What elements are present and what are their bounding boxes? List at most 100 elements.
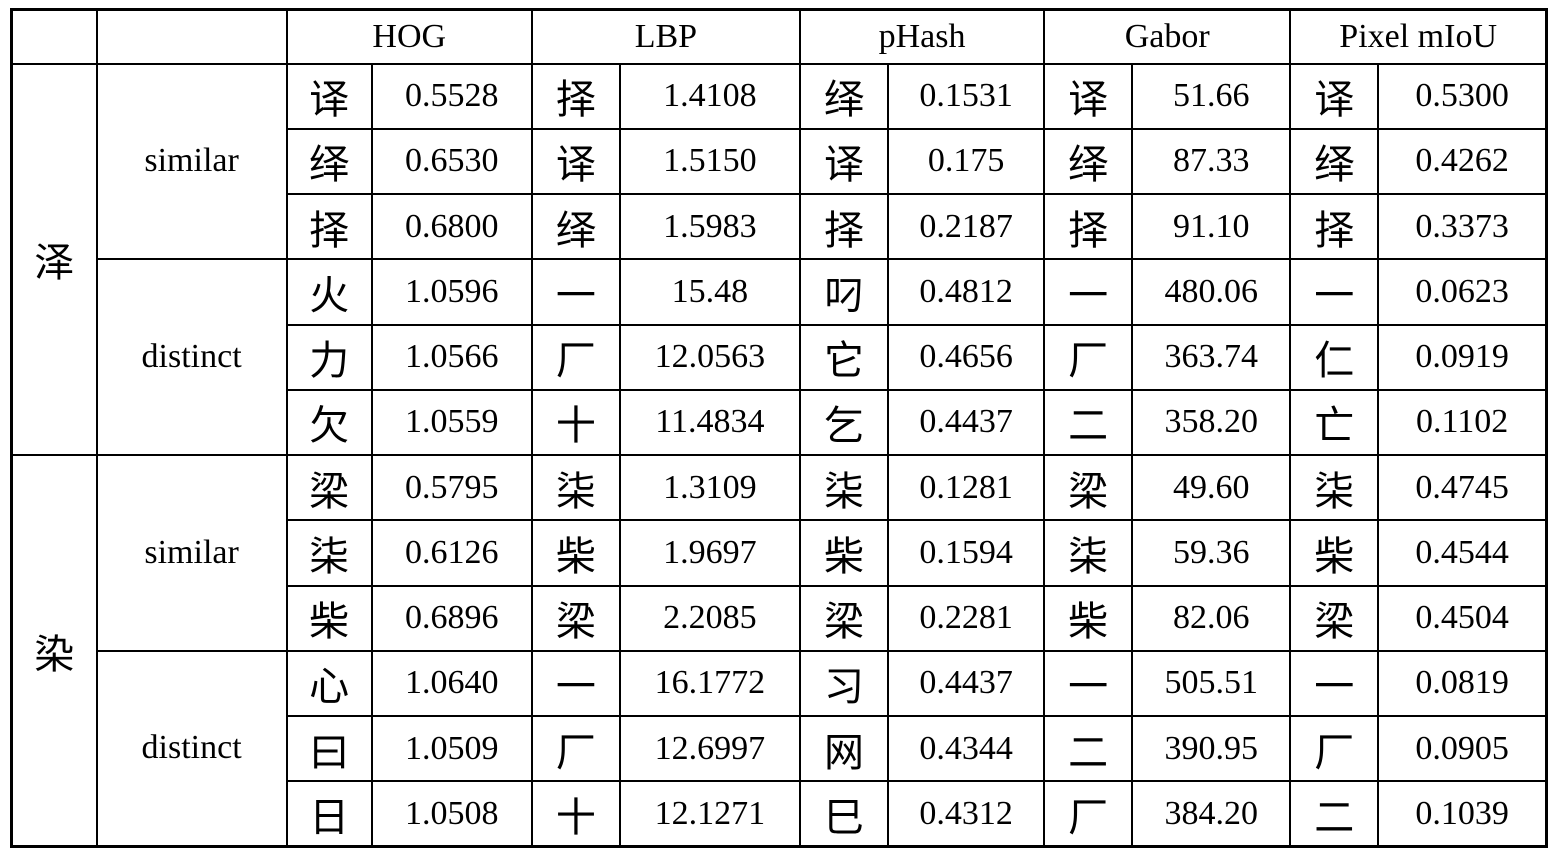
char-cell: 择 [798,192,890,261]
value-cell: 1.0508 [370,780,533,848]
char-cell: 亡 [1289,388,1380,457]
value-cell: 384.20 [1131,780,1292,848]
char-cell: 柒 [1043,519,1134,587]
value-cell: 87.33 [1131,127,1292,196]
char-cell: 柴 [285,584,373,652]
value-cell: 1.0640 [370,649,533,718]
char-cell: 一 [530,649,621,718]
block-label-cell: similar [95,62,288,261]
value-cell: 0.4437 [887,649,1046,718]
value-cell: 0.6800 [370,192,533,261]
table-row: 染 similar 梁 0.5795 柒 1.3109 柒 0.1281 梁 49.60 柒 0.47… [10,453,1548,848]
char-cell: 柴 [798,519,890,587]
char-cell: 柴 [530,519,621,587]
value-cell: 0.4312 [887,780,1046,848]
header-gabor: Gabor [1043,8,1292,65]
char-cell: 择 [530,62,621,130]
value-cell: 1.5983 [618,192,801,261]
char-cell: 绎 [1043,127,1134,196]
block-label-cell: distinct [95,649,288,848]
char-cell: 欠 [285,388,373,457]
header-pixel-miou: Pixel mIoU [1289,8,1548,65]
table-row: 曰 1.0509 厂 12.6997 网 0.4344 二 390.95 厂 0.0905 [12,714,1548,783]
value-cell: 0.2281 [887,584,1046,652]
value-cell: 1.0559 [370,388,533,457]
char-cell: 仁 [1289,323,1380,391]
char-cell: 力 [285,323,373,391]
value-cell: 59.36 [1131,519,1292,587]
char-cell: 十 [530,388,621,457]
char-cell: 网 [798,714,890,783]
char-cell: 它 [798,323,890,391]
char-cell: 习 [798,649,890,718]
char-cell: 梁 [285,453,373,522]
char-cell: 译 [1289,62,1380,130]
char-cell: 译 [1043,62,1134,130]
value-cell: 1.3109 [618,453,801,522]
value-cell: 0.4745 [1377,453,1548,522]
value-cell: 1.5150 [618,127,801,196]
value-cell: 0.1039 [1377,780,1548,848]
char-cell: 绎 [798,62,890,130]
value-cell: 358.20 [1131,388,1292,457]
header-empty-label [95,8,288,65]
char-cell: 译 [798,127,890,196]
value-cell: 0.4812 [887,258,1046,326]
group-char-cell: 泽 [10,62,98,456]
char-cell: 巳 [798,780,890,848]
char-cell: 梁 [1289,584,1380,652]
char-cell: 心 [285,649,373,718]
block-label-cell: distinct [95,258,288,456]
value-cell: 0.6896 [370,584,533,652]
char-cell: 一 [1289,649,1380,718]
group-char-cell: 染 [10,454,98,848]
char-cell: 十 [530,780,621,848]
char-cell: 梁 [1043,453,1134,522]
value-cell: 390.95 [1131,714,1292,783]
value-cell: 0.0919 [1377,323,1548,391]
value-cell: 0.1281 [887,453,1046,522]
value-cell: 0.6126 [370,519,533,587]
value-cell: 0.1594 [887,519,1046,587]
table-row: 日 1.0508 十 12.1271 巳 0.4312 厂 384.20 二 0.1039 [12,780,1548,848]
value-cell: 0.4262 [1377,127,1548,196]
value-cell: 0.0819 [1377,649,1548,718]
value-cell: 505.51 [1131,649,1292,718]
header-lbp: LBP [530,8,801,65]
char-cell: 柒 [1289,453,1380,522]
value-cell: 0.175 [887,127,1046,196]
value-cell: 363.74 [1131,323,1292,391]
header-hog: HOG [285,8,533,65]
table-row: 泽 similar 译 0.5528 择 1.4108 绎 0.1531 译 51.66 译 0.53… [10,62,1548,456]
char-cell: 译 [530,127,621,196]
value-cell: 0.5795 [370,453,533,522]
table-row: 择 0.6800 绎 1.5983 择 0.2187 择 91.10 择 0.3373 [12,192,1548,261]
char-cell: 叼 [798,258,890,326]
value-cell: 49.60 [1131,453,1292,522]
metric-comparison-table: HOG LBP pHash Gabor Pixel mIoU 泽 similar 译… [10,8,1548,848]
table-row: 柒 0.6126 柴 1.9697 柴 0.1594 柒 59.36 柴 0.4544 [12,519,1548,587]
value-cell: 91.10 [1131,192,1292,261]
value-cell: 51.66 [1131,62,1292,130]
table-row: 绎 0.6530 译 1.5150 译 0.175 绎 87.33 绎 0.4262 [12,127,1548,196]
value-cell: 0.4544 [1377,519,1548,587]
value-cell: 0.6530 [370,127,533,196]
value-cell: 12.6997 [618,714,801,783]
table-row: distinct 火 1.0596 一 15.48 叼 0.4812 一 480.06 一 0.06… [12,258,1548,456]
char-cell: 二 [1289,780,1380,848]
char-cell: 梁 [530,584,621,652]
value-cell: 1.0596 [370,258,533,326]
char-cell: 一 [1043,649,1134,718]
char-cell: 曰 [285,714,373,783]
table-row: 柴 0.6896 梁 2.2085 梁 0.2281 柴 82.06 梁 0.4504 [12,584,1548,652]
value-cell: 480.06 [1131,258,1292,326]
value-cell: 82.06 [1131,584,1292,652]
char-cell: 绎 [1289,127,1380,196]
value-cell: 0.5300 [1377,62,1548,130]
block-label-cell: similar [95,454,288,652]
char-cell: 日 [285,780,373,848]
value-cell: 1.0509 [370,714,533,783]
char-cell: 择 [1043,192,1134,261]
char-cell: 一 [1043,258,1134,326]
